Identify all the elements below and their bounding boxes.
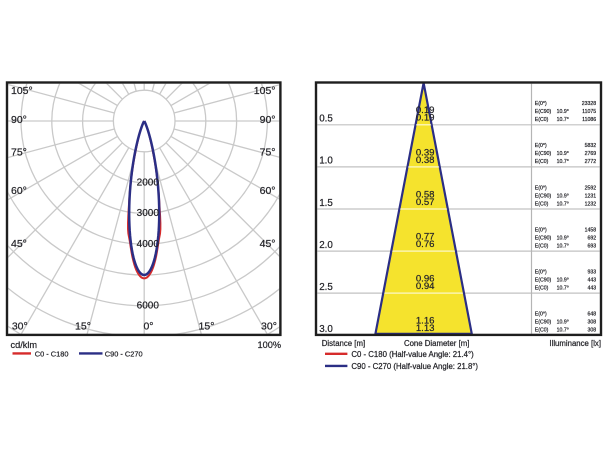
svg-text:E(C0): E(C0) xyxy=(535,201,549,207)
svg-text:3.0: 3.0 xyxy=(319,324,333,335)
svg-text:10.9°: 10.9° xyxy=(557,277,569,283)
svg-text:C90 - C270 (Half-value Angle:: C90 - C270 (Half-value Angle: 21.8°) xyxy=(351,362,478,371)
svg-text:693: 693 xyxy=(588,243,597,249)
svg-text:23328: 23328 xyxy=(582,101,597,107)
svg-text:0.19: 0.19 xyxy=(416,113,435,124)
svg-text:0.76: 0.76 xyxy=(416,239,435,250)
svg-text:0.57: 0.57 xyxy=(416,197,435,208)
svg-text:0.39: 0.39 xyxy=(416,147,435,158)
svg-text:0.77: 0.77 xyxy=(416,232,435,243)
svg-text:10.9°: 10.9° xyxy=(557,193,569,199)
svg-text:E(C90): E(C90) xyxy=(535,193,552,199)
svg-text:10.7°: 10.7° xyxy=(557,159,569,165)
svg-text:10.9°: 10.9° xyxy=(557,151,569,157)
svg-text:0.19: 0.19 xyxy=(416,105,435,116)
svg-text:1.13: 1.13 xyxy=(416,323,435,334)
svg-text:6000: 6000 xyxy=(137,301,160,312)
svg-text:Cone Diameter [m]: Cone Diameter [m] xyxy=(404,339,469,348)
svg-text:15°: 15° xyxy=(75,321,91,333)
svg-text:Illuminance [lx]: Illuminance [lx] xyxy=(549,339,601,348)
svg-text:E(0°): E(0°) xyxy=(535,312,547,318)
svg-text:10.7°: 10.7° xyxy=(557,328,569,334)
svg-text:692: 692 xyxy=(588,235,597,241)
svg-text:10.7°: 10.7° xyxy=(557,201,569,207)
svg-text:308: 308 xyxy=(588,328,597,334)
svg-text:E(C90): E(C90) xyxy=(535,151,552,157)
svg-text:cd/klm: cd/klm xyxy=(11,340,38,350)
svg-text:1.0: 1.0 xyxy=(319,156,333,167)
svg-text:1458: 1458 xyxy=(585,227,597,233)
svg-text:30°: 30° xyxy=(261,321,277,333)
svg-text:4000: 4000 xyxy=(137,239,160,250)
svg-text:10.7°: 10.7° xyxy=(557,285,569,291)
svg-text:2592: 2592 xyxy=(585,185,597,191)
svg-text:E(C90): E(C90) xyxy=(535,277,552,283)
svg-text:308: 308 xyxy=(588,320,597,326)
svg-text:10.7°: 10.7° xyxy=(557,243,569,249)
svg-text:2772: 2772 xyxy=(585,159,597,165)
svg-text:15°: 15° xyxy=(199,321,215,333)
svg-text:2000: 2000 xyxy=(137,177,160,188)
svg-text:E(0°): E(0°) xyxy=(535,101,547,107)
svg-text:1.5: 1.5 xyxy=(319,198,333,209)
svg-text:3000: 3000 xyxy=(137,208,160,219)
svg-text:648: 648 xyxy=(588,312,597,318)
svg-text:1231: 1231 xyxy=(585,193,597,199)
svg-text:100%: 100% xyxy=(258,340,282,350)
svg-text:C90 - C270: C90 - C270 xyxy=(105,350,143,359)
svg-text:2769: 2769 xyxy=(585,151,597,157)
svg-text:10.9°: 10.9° xyxy=(557,320,569,326)
svg-text:E(C0): E(C0) xyxy=(535,243,549,249)
svg-text:10.9°: 10.9° xyxy=(557,235,569,241)
svg-text:E(0°): E(0°) xyxy=(535,185,547,191)
svg-text:45°: 45° xyxy=(11,238,27,250)
svg-text:105°: 105° xyxy=(11,85,33,97)
svg-text:E(C0): E(C0) xyxy=(535,159,549,165)
svg-text:C0 - C180: C0 - C180 xyxy=(35,350,69,359)
svg-text:75°: 75° xyxy=(260,147,276,159)
svg-text:E(C0): E(C0) xyxy=(535,285,549,291)
svg-text:E(C90): E(C90) xyxy=(535,109,552,115)
svg-text:Distance [m]: Distance [m] xyxy=(322,339,365,348)
svg-text:933: 933 xyxy=(588,269,597,275)
svg-text:0.58: 0.58 xyxy=(416,189,435,200)
svg-text:11086: 11086 xyxy=(582,117,596,123)
svg-text:11075: 11075 xyxy=(582,109,596,115)
svg-text:443: 443 xyxy=(588,277,597,283)
svg-text:1232: 1232 xyxy=(585,201,597,207)
svg-text:0°: 0° xyxy=(143,321,153,333)
svg-text:90°: 90° xyxy=(11,114,27,126)
svg-text:105°: 105° xyxy=(254,85,276,97)
svg-text:0.5: 0.5 xyxy=(319,114,333,125)
svg-text:E(0°): E(0°) xyxy=(535,269,547,275)
svg-text:2.0: 2.0 xyxy=(319,240,333,251)
svg-text:0.96: 0.96 xyxy=(416,274,435,285)
svg-text:C0 - C180 (Half-value Angle: 2: C0 - C180 (Half-value Angle: 21.4°) xyxy=(351,350,474,359)
svg-text:60°: 60° xyxy=(11,185,27,197)
svg-text:75°: 75° xyxy=(11,147,27,159)
svg-text:60°: 60° xyxy=(260,185,276,197)
svg-text:E(C90): E(C90) xyxy=(535,235,552,241)
svg-text:2.5: 2.5 xyxy=(319,282,333,293)
svg-text:E(C0): E(C0) xyxy=(535,328,549,334)
svg-text:0.94: 0.94 xyxy=(416,281,435,292)
svg-text:E(0°): E(0°) xyxy=(535,227,547,233)
svg-text:90°: 90° xyxy=(260,114,276,126)
svg-text:10.9°: 10.9° xyxy=(557,109,569,115)
svg-text:5832: 5832 xyxy=(585,143,597,149)
svg-text:443: 443 xyxy=(588,285,597,291)
svg-text:1.16: 1.16 xyxy=(416,316,435,327)
svg-text:10.7°: 10.7° xyxy=(557,117,569,123)
svg-text:0.38: 0.38 xyxy=(416,155,435,166)
svg-text:E(C90): E(C90) xyxy=(535,320,552,326)
svg-text:E(C0): E(C0) xyxy=(535,117,549,123)
svg-text:30°: 30° xyxy=(12,321,28,333)
svg-text:E(0°): E(0°) xyxy=(535,143,547,149)
svg-text:45°: 45° xyxy=(260,238,276,250)
